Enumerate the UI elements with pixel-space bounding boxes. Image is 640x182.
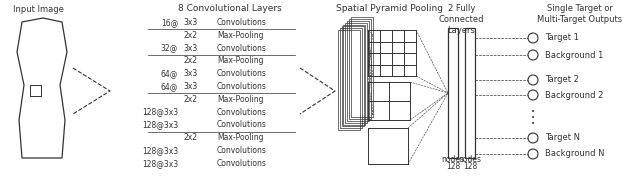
Text: 2x2: 2x2 bbox=[184, 133, 198, 142]
Text: 64@: 64@ bbox=[161, 82, 178, 91]
Text: Convolutions: Convolutions bbox=[217, 146, 267, 155]
Text: Background 2: Background 2 bbox=[545, 90, 604, 100]
Text: Convolutions: Convolutions bbox=[217, 120, 267, 129]
Text: Max-Pooling: Max-Pooling bbox=[217, 56, 264, 65]
Bar bbox=[351, 17, 372, 117]
Text: Convolutions: Convolutions bbox=[217, 69, 267, 78]
Text: Convolutions: Convolutions bbox=[217, 82, 267, 91]
Text: nodes: nodes bbox=[458, 155, 481, 164]
Text: Convolutions: Convolutions bbox=[217, 44, 267, 53]
Text: 128@3x3: 128@3x3 bbox=[142, 146, 178, 155]
Text: 128@3x3: 128@3x3 bbox=[142, 108, 178, 117]
Text: 2 Fully
Connected
Layers: 2 Fully Connected Layers bbox=[439, 4, 484, 35]
Bar bbox=[347, 21, 369, 121]
Text: 2x2: 2x2 bbox=[184, 56, 198, 65]
Bar bbox=[448, 28, 458, 158]
Bar bbox=[349, 19, 371, 119]
Text: Convolutions: Convolutions bbox=[217, 108, 267, 117]
Text: Max-Pooling: Max-Pooling bbox=[217, 133, 264, 142]
Text: 2x2: 2x2 bbox=[184, 31, 198, 40]
Text: Single Target or
Multi-Target Outputs: Single Target or Multi-Target Outputs bbox=[538, 4, 623, 24]
Text: 32@: 32@ bbox=[161, 44, 178, 53]
Text: Max-Pooling: Max-Pooling bbox=[217, 31, 264, 40]
Text: 3x3: 3x3 bbox=[184, 82, 198, 91]
Text: Background N: Background N bbox=[545, 149, 605, 159]
Text: Background 1: Background 1 bbox=[545, 50, 604, 60]
Text: 128: 128 bbox=[446, 162, 460, 171]
Text: Input Image: Input Image bbox=[13, 5, 63, 14]
Text: 2x2: 2x2 bbox=[184, 95, 198, 104]
Bar bbox=[340, 28, 362, 128]
Text: Max-Pooling: Max-Pooling bbox=[217, 95, 264, 104]
Text: 128@3x3: 128@3x3 bbox=[142, 120, 178, 129]
Text: Target 2: Target 2 bbox=[545, 76, 579, 84]
Bar bbox=[344, 25, 365, 125]
Bar bbox=[338, 30, 360, 130]
Text: 16@: 16@ bbox=[161, 18, 178, 27]
Text: •
•
•: • • • bbox=[531, 110, 535, 126]
Text: Spatial Pyramid Pooling: Spatial Pyramid Pooling bbox=[337, 4, 444, 13]
Text: Convolutions: Convolutions bbox=[217, 18, 267, 27]
Text: 64@: 64@ bbox=[161, 69, 178, 78]
Text: 128: 128 bbox=[463, 162, 477, 171]
Text: 3x3: 3x3 bbox=[184, 69, 198, 78]
Text: 128@3x3: 128@3x3 bbox=[142, 159, 178, 168]
Text: Convolutions: Convolutions bbox=[217, 159, 267, 168]
Bar bbox=[345, 23, 367, 123]
Bar bbox=[30, 85, 41, 96]
Text: 8 Convolutional Layers: 8 Convolutional Layers bbox=[178, 4, 282, 13]
Text: Target 1: Target 1 bbox=[545, 33, 579, 43]
Text: nodes: nodes bbox=[442, 155, 465, 164]
Text: 3x3: 3x3 bbox=[184, 18, 198, 27]
Bar bbox=[465, 28, 475, 158]
Text: Target N: Target N bbox=[545, 134, 580, 143]
Text: 3x3: 3x3 bbox=[184, 44, 198, 53]
Bar bbox=[342, 26, 364, 126]
